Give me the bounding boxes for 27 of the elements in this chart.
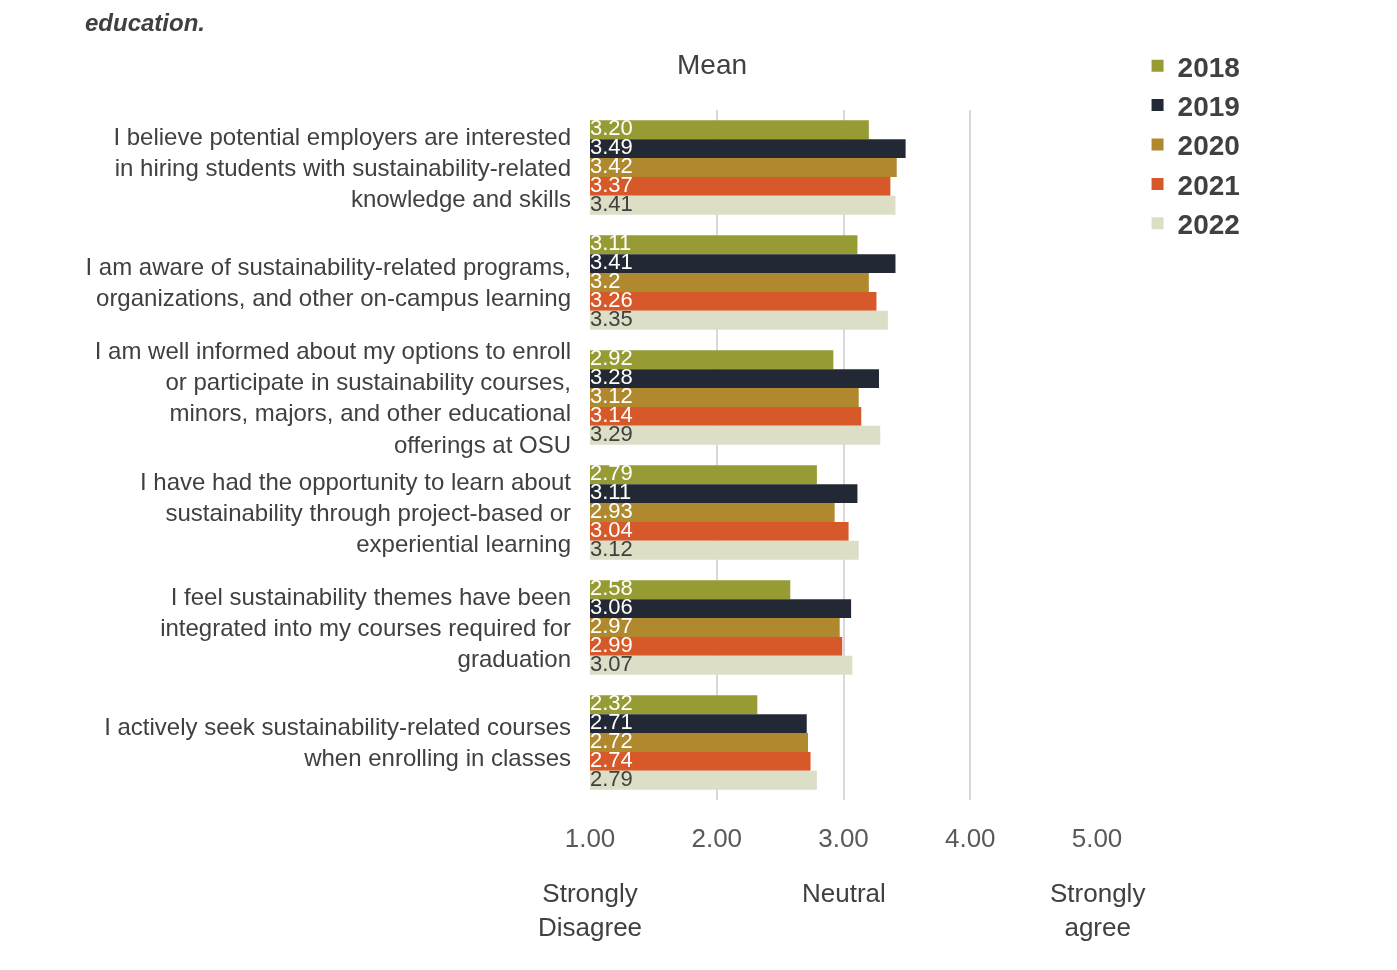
x-tick-label: 3.00 [818,823,869,853]
y-tick-label: I feel sustainability themes have been integrated into my courses required for graduation [160,582,571,673]
text: Strongly agree [1050,878,1146,942]
x-axis-title: Mean [677,49,748,80]
data-label: 2.93 [590,498,633,523]
x-tick-label: 2.00 [691,823,743,853]
y-tick-label: I am aware of sustainability-related programs, organizations, and other on-campus learning [85,253,571,312]
x-tick-label: 5.00 [1071,823,1123,853]
y-tick-label: I have had the opportunity to learn about sustainability through project-based or experiential learning [140,467,572,558]
text: education. [85,9,206,36]
text: Neutral [802,878,886,908]
data-label: 2.72 [590,728,633,753]
data-label: 3.42 [590,153,633,178]
legend-label: 2018 [1177,51,1240,83]
y-tick-label: I am well informed about my options to enroll or participate in sustainability courses, minors, majors, and other educational offerings at OSU [94,337,571,458]
legend-label: 2022 [1177,209,1240,241]
legend-label: 2020 [1177,130,1240,162]
legend-label: 2021 [1177,169,1240,201]
y-tick-label: I actively seek sustainability-related courses when enrolling in classes [104,713,571,772]
data-label: 3.2 [590,268,621,293]
y-tick-label: I believe potential employers are interested in hiring students with sustainability-related knowledge and skills [113,122,571,213]
data-label: 3.12 [590,383,633,408]
x-tick-label: 1.00 [564,823,616,853]
text: Strongly Disagree [538,878,643,942]
legend-label: 2019 [1177,91,1240,123]
data-label: 2.97 [590,613,633,638]
x-tick-label: 4.00 [944,823,996,853]
